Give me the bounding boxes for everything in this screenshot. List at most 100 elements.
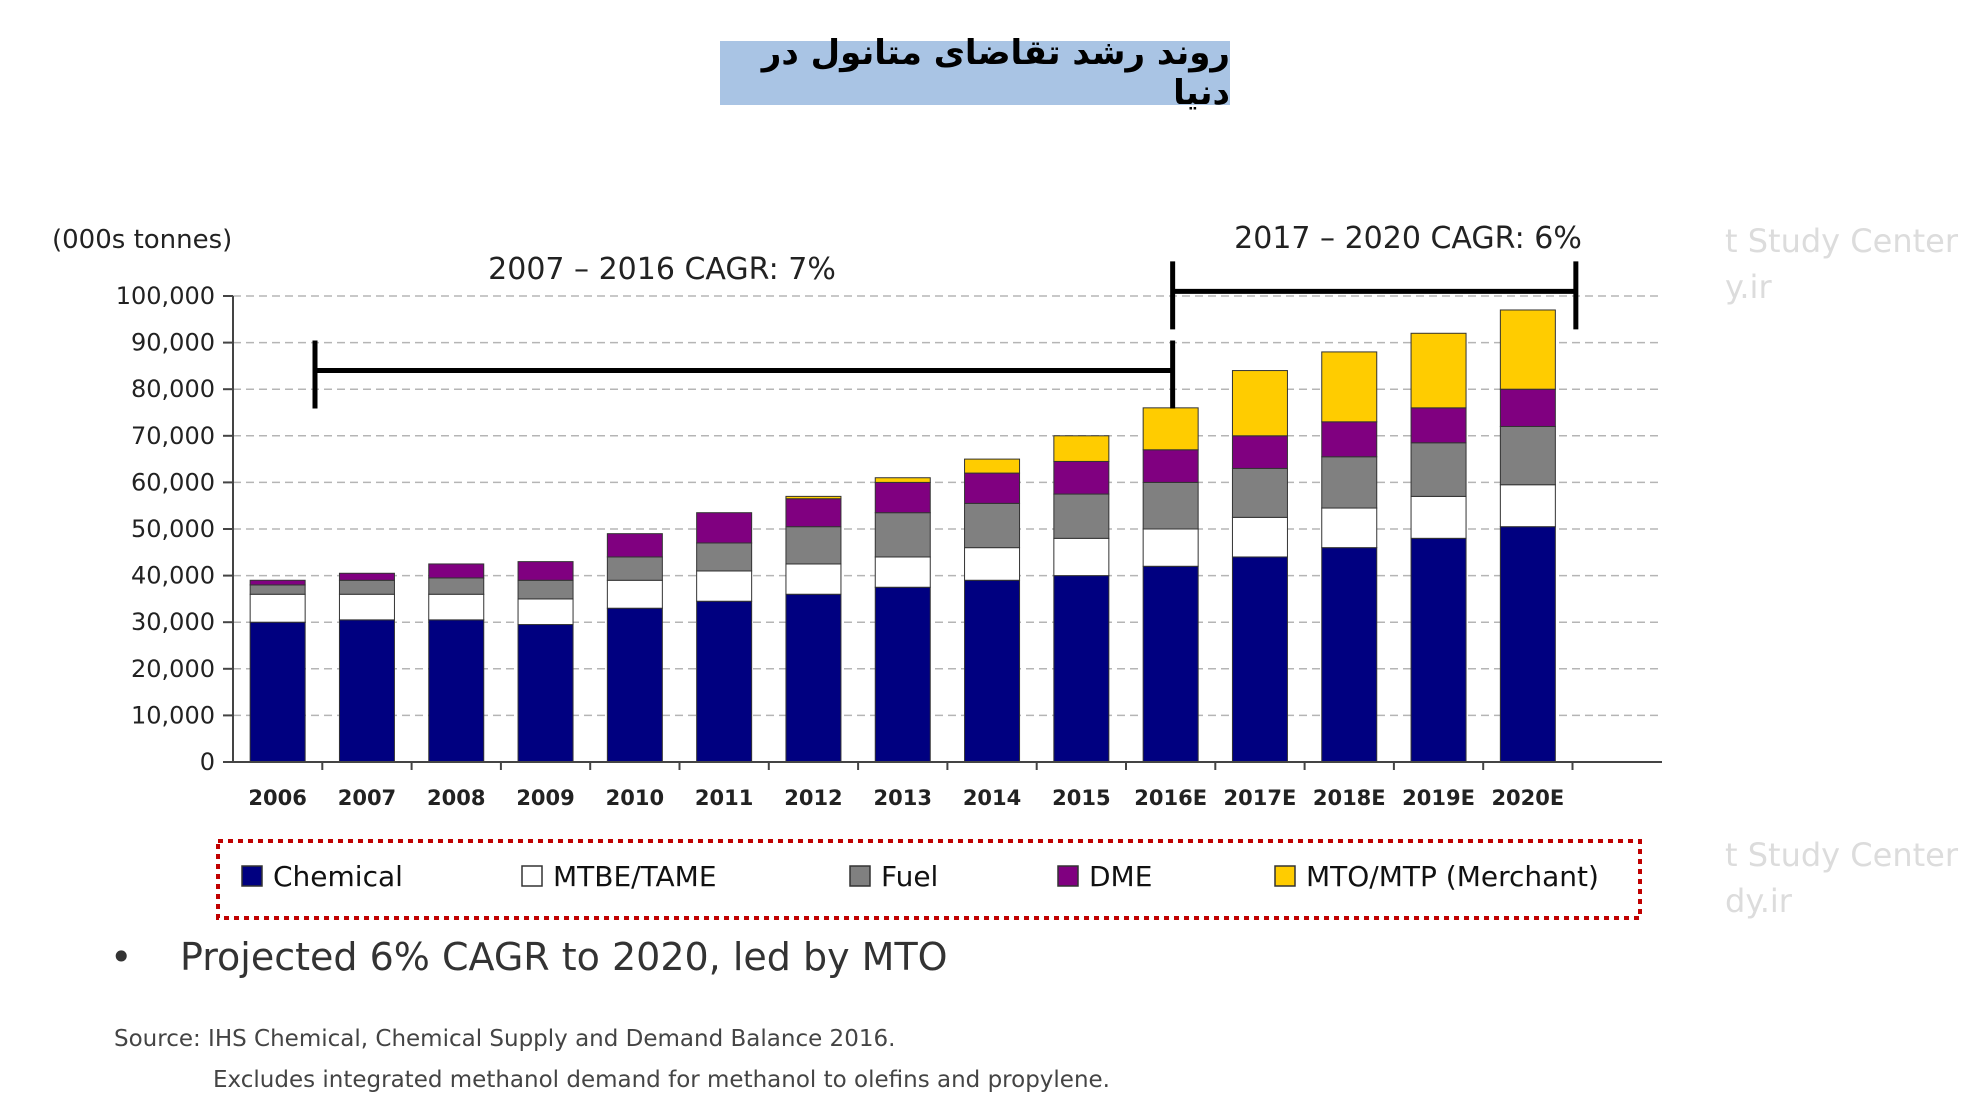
x-tick-label: 2015 (1052, 786, 1110, 810)
cagr-label: 2007 – 2016 CAGR: 7% (488, 252, 836, 287)
bar-segment-fuel (1142, 481, 1199, 530)
bar-segment-dme (1142, 449, 1199, 483)
page-title: روند رشد تقاضای متانول در دنیا (761, 33, 1230, 113)
bar-segment-chemical (1499, 526, 1556, 763)
bar-segment-mto-mtp-merchant- (1142, 407, 1199, 451)
source-line-2: Excludes integrated methanol demand for … (213, 1067, 1110, 1093)
bar-segment-fuel (1053, 493, 1110, 539)
bar-segment-mto-mtp-merchant- (1499, 309, 1556, 390)
bar-segment-mtbe-tame (1231, 516, 1288, 558)
bullet-text: Projected 6% CAGR to 2020, led by MTO (180, 935, 948, 979)
y-tick-label: 20,000 (131, 655, 215, 683)
legend-label: Chemical (273, 860, 403, 893)
source-line-1: Source: IHS Chemical, Chemical Supply an… (114, 1026, 896, 1052)
legend-label: MTO/MTP (Merchant) (1306, 860, 1599, 893)
bar-segment-dme (696, 512, 753, 544)
x-tick-label: 2009 (516, 786, 574, 810)
bar-segment-mtbe-tame (1321, 507, 1378, 549)
x-tick-label: 2017E (1224, 786, 1297, 810)
legend-swatch (849, 865, 871, 887)
bar-segment-dme (785, 498, 842, 528)
x-tick-label: 2006 (248, 786, 306, 810)
legend-frame (216, 839, 1642, 920)
axes: 0 10,000 20,000 30,000 40,000 50,000 60,000 70,… (116, 282, 1662, 810)
bar-segment-mtbe-tame (428, 593, 485, 621)
bar-segment-mtbe-tame (1410, 495, 1467, 539)
legend-swatch (521, 865, 543, 887)
bar-segment-dme (606, 533, 663, 558)
x-tick-label: 2007 (338, 786, 396, 810)
bar-segment-chemical (1410, 537, 1467, 763)
legend-label: DME (1089, 860, 1152, 893)
bar-segment-fuel (1410, 442, 1467, 497)
bar-segment-dme (874, 481, 931, 514)
bar-segment-chemical (1053, 575, 1110, 763)
bar-segment-fuel (964, 502, 1021, 549)
watermark-text-3: t Study Center (1725, 836, 1958, 874)
bar-segment-mtbe-tame (1142, 528, 1199, 567)
bar-segment-mtbe-tame (785, 563, 842, 595)
y-axis-label: (000s tonnes) (52, 225, 232, 255)
x-tick-label: 2014 (963, 786, 1021, 810)
y-tick-label: 40,000 (131, 562, 215, 590)
y-tick-label: 70,000 (131, 422, 215, 450)
bar-segment-fuel (1231, 467, 1288, 518)
y-tick-label: 10,000 (131, 701, 215, 729)
bar-segment-chemical (428, 619, 485, 763)
y-tick-label: 0 (200, 748, 215, 776)
y-tick-label: 90,000 (131, 329, 215, 357)
page-title-box: روند رشد تقاضای متانول در دنیا (720, 33, 1230, 113)
x-tick-label: 2010 (606, 786, 664, 810)
legend: Chemical MTBE/TAME Fuel DME MTO/MTP (Merchan… (241, 860, 1599, 893)
bar-segment-fuel (606, 556, 663, 581)
x-tick-label: 2013 (874, 786, 932, 810)
bar-segment-chemical (606, 607, 663, 763)
bar-segment-mto-mtp-merchant- (1321, 351, 1378, 423)
bar-segment-dme (1321, 421, 1378, 458)
bar-segment-dme (964, 472, 1021, 504)
legend-label: MTBE/TAME (553, 860, 717, 893)
x-tick-label: 2016E (1134, 786, 1207, 810)
bar-segment-mtbe-tame (1053, 537, 1110, 577)
bar-segment-mto-mtp-merchant- (964, 458, 1021, 474)
x-tick-label: 2008 (427, 786, 485, 810)
bar-segment-chemical (517, 624, 574, 763)
bar-segment-dme (1053, 460, 1110, 495)
bar-segment-mto-mtp-merchant- (874, 477, 931, 483)
cagr-label: 2017 – 2020 CAGR: 6% (1234, 221, 1582, 256)
bar-segment-dme (249, 579, 306, 586)
bar-segment-dme (1499, 388, 1556, 427)
legend-swatch (1057, 865, 1079, 887)
y-tick-label: 100,000 (116, 282, 215, 310)
bar-segment-chemical (1231, 556, 1288, 763)
bar-segment-dme (1231, 435, 1288, 469)
bar-segment-fuel (696, 542, 753, 572)
bullet-point: • Projected 6% CAGR to 2020, led by MTO (110, 935, 948, 979)
x-tick-label: 2012 (784, 786, 842, 810)
bar-segment-fuel (517, 579, 574, 600)
legend-swatch (1274, 865, 1296, 887)
bar-segment-fuel (785, 526, 842, 565)
watermark-text-4: dy.ir (1725, 882, 1792, 920)
y-tick-label: 60,000 (131, 468, 215, 496)
bar-segment-mto-mtp-merchant- (1410, 332, 1467, 409)
watermark-text-2: y.ir (1725, 268, 1772, 306)
bar-segment-chemical (249, 621, 306, 763)
bar-segment-chemical (338, 619, 395, 763)
watermark-text-1: t Study Center (1725, 222, 1958, 260)
x-tick-label: 2011 (695, 786, 753, 810)
bar-segment-fuel (874, 512, 931, 558)
legend-swatch (241, 865, 263, 887)
bars (249, 309, 1556, 763)
bullet-symbol: • (110, 935, 133, 979)
y-tick-label: 80,000 (131, 375, 215, 403)
bar-segment-chemical (1321, 547, 1378, 763)
bar-segment-fuel (1321, 456, 1378, 509)
y-tick-label: 30,000 (131, 608, 215, 636)
bar-segment-mtbe-tame (606, 579, 663, 609)
bar-segment-chemical (1142, 565, 1199, 763)
bar-segment-mtbe-tame (696, 570, 753, 602)
bar-segment-dme (338, 572, 395, 581)
bar-segment-chemical (696, 600, 753, 763)
